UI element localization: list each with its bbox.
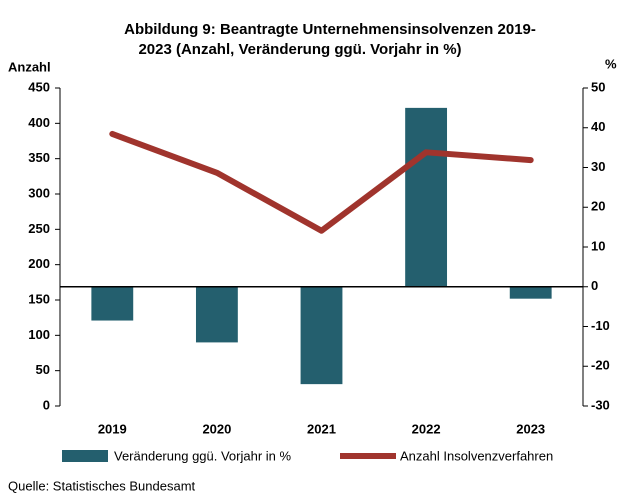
chart-title: 2023 (Anzahl, Veränderung ggü. Vorjahr i… bbox=[138, 41, 461, 58]
legend-swatch bbox=[62, 450, 108, 462]
bar bbox=[300, 286, 343, 385]
y-tick-label: 200 bbox=[28, 256, 50, 271]
y-tick-label: 300 bbox=[28, 185, 50, 200]
y2-axis-label: % bbox=[605, 56, 617, 71]
y-tick-label: 100 bbox=[28, 327, 50, 342]
y2-tick-label: 0 bbox=[591, 278, 598, 293]
y-tick-label: 250 bbox=[28, 221, 50, 236]
y-tick-label: 450 bbox=[28, 79, 50, 94]
chart-title: Abbildung 9: Beantragte Unternehmensinso… bbox=[124, 21, 536, 38]
y2-tick-label: -20 bbox=[591, 358, 610, 373]
source: Quelle: Statistisches Bundesamt bbox=[8, 478, 196, 493]
bar bbox=[195, 286, 238, 343]
bar bbox=[405, 107, 448, 287]
y-axis-label: Anzahl bbox=[8, 59, 51, 74]
y2-tick-label: -10 bbox=[591, 318, 610, 333]
y-tick-label: 350 bbox=[28, 150, 50, 165]
y-tick-label: 400 bbox=[28, 115, 50, 130]
x-tick-label: 2023 bbox=[516, 421, 545, 436]
y2-tick-label: 10 bbox=[591, 238, 605, 253]
y2-tick-label: -30 bbox=[591, 397, 610, 412]
y-tick-label: 50 bbox=[36, 362, 50, 377]
bar bbox=[91, 286, 134, 321]
x-tick-label: 2019 bbox=[98, 421, 127, 436]
y2-tick-label: 20 bbox=[591, 199, 605, 214]
y2-tick-label: 50 bbox=[591, 79, 605, 94]
y-tick-label: 0 bbox=[43, 397, 50, 412]
y-tick-label: 150 bbox=[28, 291, 50, 306]
y2-tick-label: 40 bbox=[591, 119, 605, 134]
line bbox=[109, 130, 534, 234]
y2-tick-label: 30 bbox=[591, 159, 605, 174]
bar bbox=[509, 286, 552, 299]
x-tick-label: 2020 bbox=[202, 421, 231, 436]
x-tick-label: 2021 bbox=[307, 421, 336, 436]
x-tick-label: 2022 bbox=[412, 421, 441, 436]
legend-label: Veränderung ggü. Vorjahr in % bbox=[114, 448, 292, 463]
legend-label: Anzahl Insolvenzverfahren bbox=[400, 448, 553, 463]
